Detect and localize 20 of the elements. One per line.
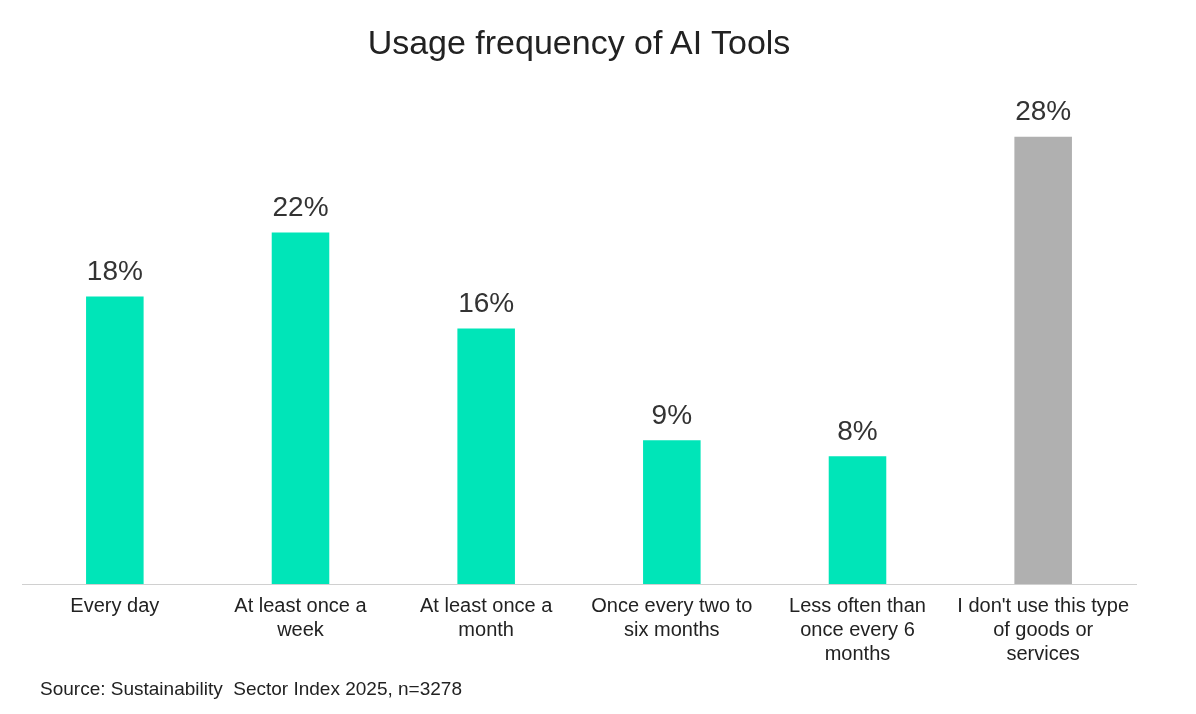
x-tick-label: I don't use this type of goods or services: [957, 593, 1130, 664]
x-tick-label: At least once a month: [420, 593, 554, 640]
bar: [643, 440, 701, 584]
data-label: 22%: [272, 191, 329, 223]
x-tick-label: At least once a week: [234, 593, 368, 640]
data-label: 9%: [651, 398, 693, 430]
chart-title: Usage frequency of AI Tools: [367, 22, 791, 61]
data-label: 16%: [458, 287, 515, 319]
source-note: Source: Sustainability Sector Index 2025, n=3278: [40, 678, 462, 700]
bar: [457, 328, 515, 584]
bar: [828, 456, 887, 584]
bar: [1014, 136, 1072, 584]
x-tick-label: Less often than once every 6 months: [789, 593, 926, 664]
bar: [271, 232, 330, 584]
data-label: 18%: [86, 255, 143, 287]
x-tick-label: Every day: [70, 593, 160, 616]
x-tick-label: Once every two to six months: [591, 593, 753, 640]
data-label: 8%: [837, 414, 878, 446]
data-label: 28%: [1015, 95, 1072, 127]
bar: [86, 296, 144, 584]
